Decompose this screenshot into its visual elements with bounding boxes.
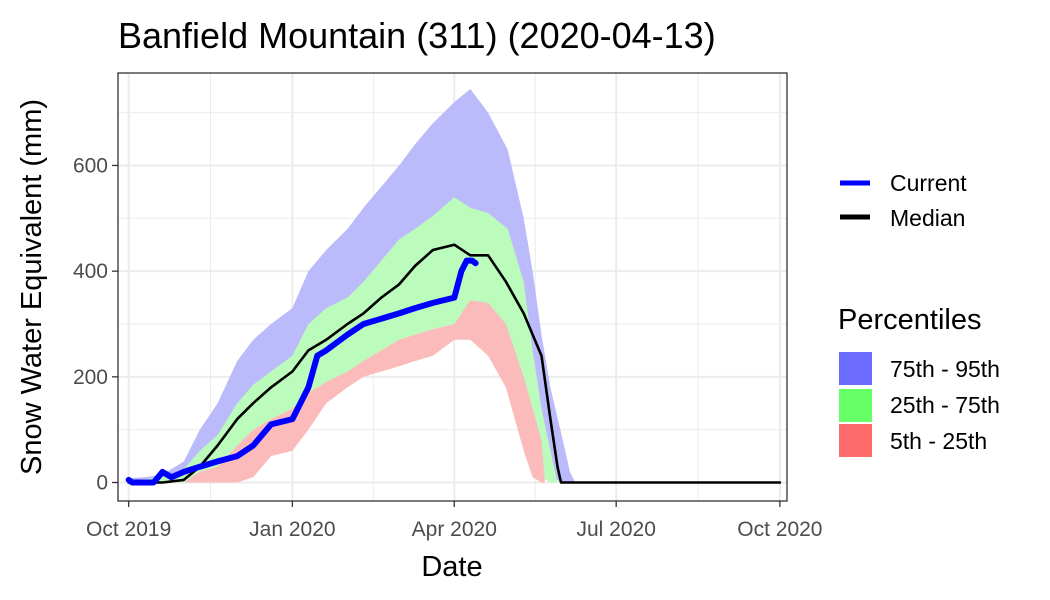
legend-key-75-95	[839, 352, 872, 385]
x-axis-title: Date	[421, 551, 482, 583]
legend-key-25-75	[839, 389, 872, 422]
legend-key-5-25	[839, 424, 872, 457]
percentile-band-1	[128, 197, 780, 483]
y-tick-label: 400	[73, 260, 108, 283]
y-tick-label: 600	[73, 154, 108, 177]
legend-label-current: Current	[890, 170, 967, 196]
legend-label-75-95: 75th - 95th	[890, 356, 1000, 382]
x-tick-label: Oct 2020	[737, 518, 822, 541]
series-line-median	[127, 243, 782, 484]
x-tick-label: Apr 2020	[412, 518, 497, 541]
legend-label-median: Median	[890, 205, 965, 231]
y-axis-title: Snow Water Equivalent (mm)	[16, 99, 48, 475]
x-tick-label: Jan 2020	[249, 518, 335, 541]
legend-label-25-75: 25th - 75th	[890, 392, 1000, 418]
y-tick-label: 0	[96, 472, 108, 495]
series-lines	[125, 243, 782, 486]
percentile-band-2	[128, 300, 780, 483]
axis-ticks: 0 200 400 600 Oct 2019 Jan 2020 Apr 2020 Jul 20…	[73, 154, 823, 541]
plot-border	[117, 72, 788, 502]
x-tick-label: Jul 2020	[576, 518, 655, 541]
y-tick-label: 200	[73, 366, 108, 389]
chart-title: Banfield Mountain (311) (2020-04-13)	[118, 15, 716, 56]
legend: Current Median Percentiles 75th - 95th 2…	[838, 170, 1000, 457]
legend-title-percentiles: Percentiles	[838, 304, 981, 336]
series-line-current	[125, 257, 479, 486]
percentile-bands	[128, 88, 780, 483]
legend-label-5-25: 5th - 25th	[890, 428, 987, 454]
x-tick-label: Oct 2019	[86, 518, 171, 541]
percentile-band-0	[128, 88, 780, 483]
